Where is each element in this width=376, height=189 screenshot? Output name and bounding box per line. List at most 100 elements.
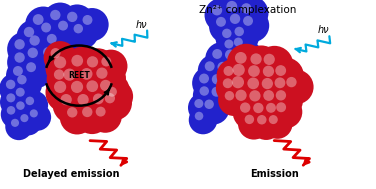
- Ellipse shape: [26, 97, 34, 105]
- Ellipse shape: [215, 22, 247, 54]
- Ellipse shape: [60, 100, 94, 135]
- Ellipse shape: [234, 0, 268, 31]
- Ellipse shape: [256, 83, 292, 119]
- Ellipse shape: [243, 16, 253, 26]
- Ellipse shape: [232, 42, 265, 75]
- Ellipse shape: [77, 94, 89, 105]
- Ellipse shape: [212, 5, 222, 15]
- Ellipse shape: [45, 72, 86, 113]
- Ellipse shape: [188, 93, 218, 123]
- Ellipse shape: [82, 107, 92, 117]
- Ellipse shape: [20, 114, 29, 122]
- Text: Delayed emission: Delayed emission: [23, 169, 120, 179]
- Ellipse shape: [254, 70, 291, 108]
- Ellipse shape: [20, 40, 55, 75]
- Ellipse shape: [268, 83, 303, 118]
- Ellipse shape: [227, 44, 266, 83]
- Ellipse shape: [6, 80, 15, 89]
- Ellipse shape: [43, 47, 53, 57]
- Ellipse shape: [53, 86, 90, 124]
- Ellipse shape: [1, 100, 29, 129]
- Ellipse shape: [198, 93, 229, 125]
- Ellipse shape: [16, 101, 25, 110]
- Ellipse shape: [286, 77, 297, 87]
- Ellipse shape: [274, 77, 285, 88]
- Ellipse shape: [247, 77, 259, 89]
- Ellipse shape: [41, 22, 51, 33]
- Ellipse shape: [240, 102, 250, 113]
- Ellipse shape: [224, 40, 233, 49]
- Ellipse shape: [245, 115, 254, 124]
- Ellipse shape: [47, 34, 57, 44]
- Ellipse shape: [71, 55, 83, 67]
- Ellipse shape: [241, 3, 252, 14]
- Ellipse shape: [246, 95, 280, 130]
- Ellipse shape: [250, 108, 282, 140]
- Ellipse shape: [92, 72, 130, 109]
- Ellipse shape: [225, 91, 234, 101]
- Ellipse shape: [218, 42, 252, 77]
- Ellipse shape: [223, 66, 233, 76]
- Ellipse shape: [212, 49, 222, 59]
- Ellipse shape: [263, 66, 274, 77]
- Ellipse shape: [205, 0, 239, 33]
- Ellipse shape: [45, 48, 86, 88]
- Ellipse shape: [262, 78, 273, 89]
- Ellipse shape: [279, 70, 314, 104]
- Ellipse shape: [100, 80, 133, 113]
- Ellipse shape: [218, 33, 248, 63]
- Ellipse shape: [67, 107, 77, 118]
- Ellipse shape: [216, 71, 249, 105]
- Ellipse shape: [27, 48, 38, 58]
- Ellipse shape: [276, 102, 286, 112]
- Ellipse shape: [217, 62, 228, 72]
- Ellipse shape: [24, 27, 34, 37]
- Ellipse shape: [67, 12, 77, 22]
- Ellipse shape: [93, 94, 104, 104]
- Ellipse shape: [29, 35, 40, 46]
- Ellipse shape: [227, 82, 265, 119]
- Ellipse shape: [224, 55, 265, 96]
- Ellipse shape: [223, 68, 264, 108]
- Ellipse shape: [257, 115, 267, 125]
- Ellipse shape: [14, 39, 25, 50]
- Ellipse shape: [223, 6, 257, 41]
- Ellipse shape: [36, 40, 69, 73]
- Ellipse shape: [63, 47, 102, 86]
- Ellipse shape: [205, 80, 238, 113]
- Ellipse shape: [205, 42, 238, 75]
- Ellipse shape: [228, 20, 259, 52]
- Ellipse shape: [34, 15, 67, 49]
- Ellipse shape: [276, 90, 286, 101]
- Ellipse shape: [44, 41, 77, 74]
- Ellipse shape: [222, 29, 232, 38]
- Ellipse shape: [268, 58, 304, 94]
- Ellipse shape: [0, 73, 31, 105]
- Ellipse shape: [192, 67, 225, 100]
- Ellipse shape: [200, 86, 209, 96]
- Ellipse shape: [58, 21, 68, 31]
- Ellipse shape: [236, 9, 269, 42]
- Ellipse shape: [7, 106, 15, 115]
- Ellipse shape: [193, 80, 224, 111]
- Ellipse shape: [219, 0, 255, 29]
- Ellipse shape: [250, 53, 262, 65]
- Ellipse shape: [233, 64, 245, 76]
- Ellipse shape: [199, 74, 209, 84]
- Ellipse shape: [227, 31, 258, 61]
- Ellipse shape: [7, 45, 42, 80]
- Ellipse shape: [30, 109, 38, 117]
- Ellipse shape: [235, 52, 247, 64]
- Ellipse shape: [105, 93, 115, 103]
- Text: hν: hν: [318, 25, 329, 35]
- Ellipse shape: [17, 19, 51, 54]
- Ellipse shape: [256, 46, 293, 83]
- Ellipse shape: [50, 38, 82, 70]
- Ellipse shape: [275, 65, 286, 76]
- Ellipse shape: [17, 75, 27, 84]
- Ellipse shape: [209, 10, 242, 43]
- Ellipse shape: [195, 112, 203, 120]
- Ellipse shape: [89, 100, 122, 133]
- Ellipse shape: [40, 27, 73, 60]
- Ellipse shape: [67, 17, 99, 49]
